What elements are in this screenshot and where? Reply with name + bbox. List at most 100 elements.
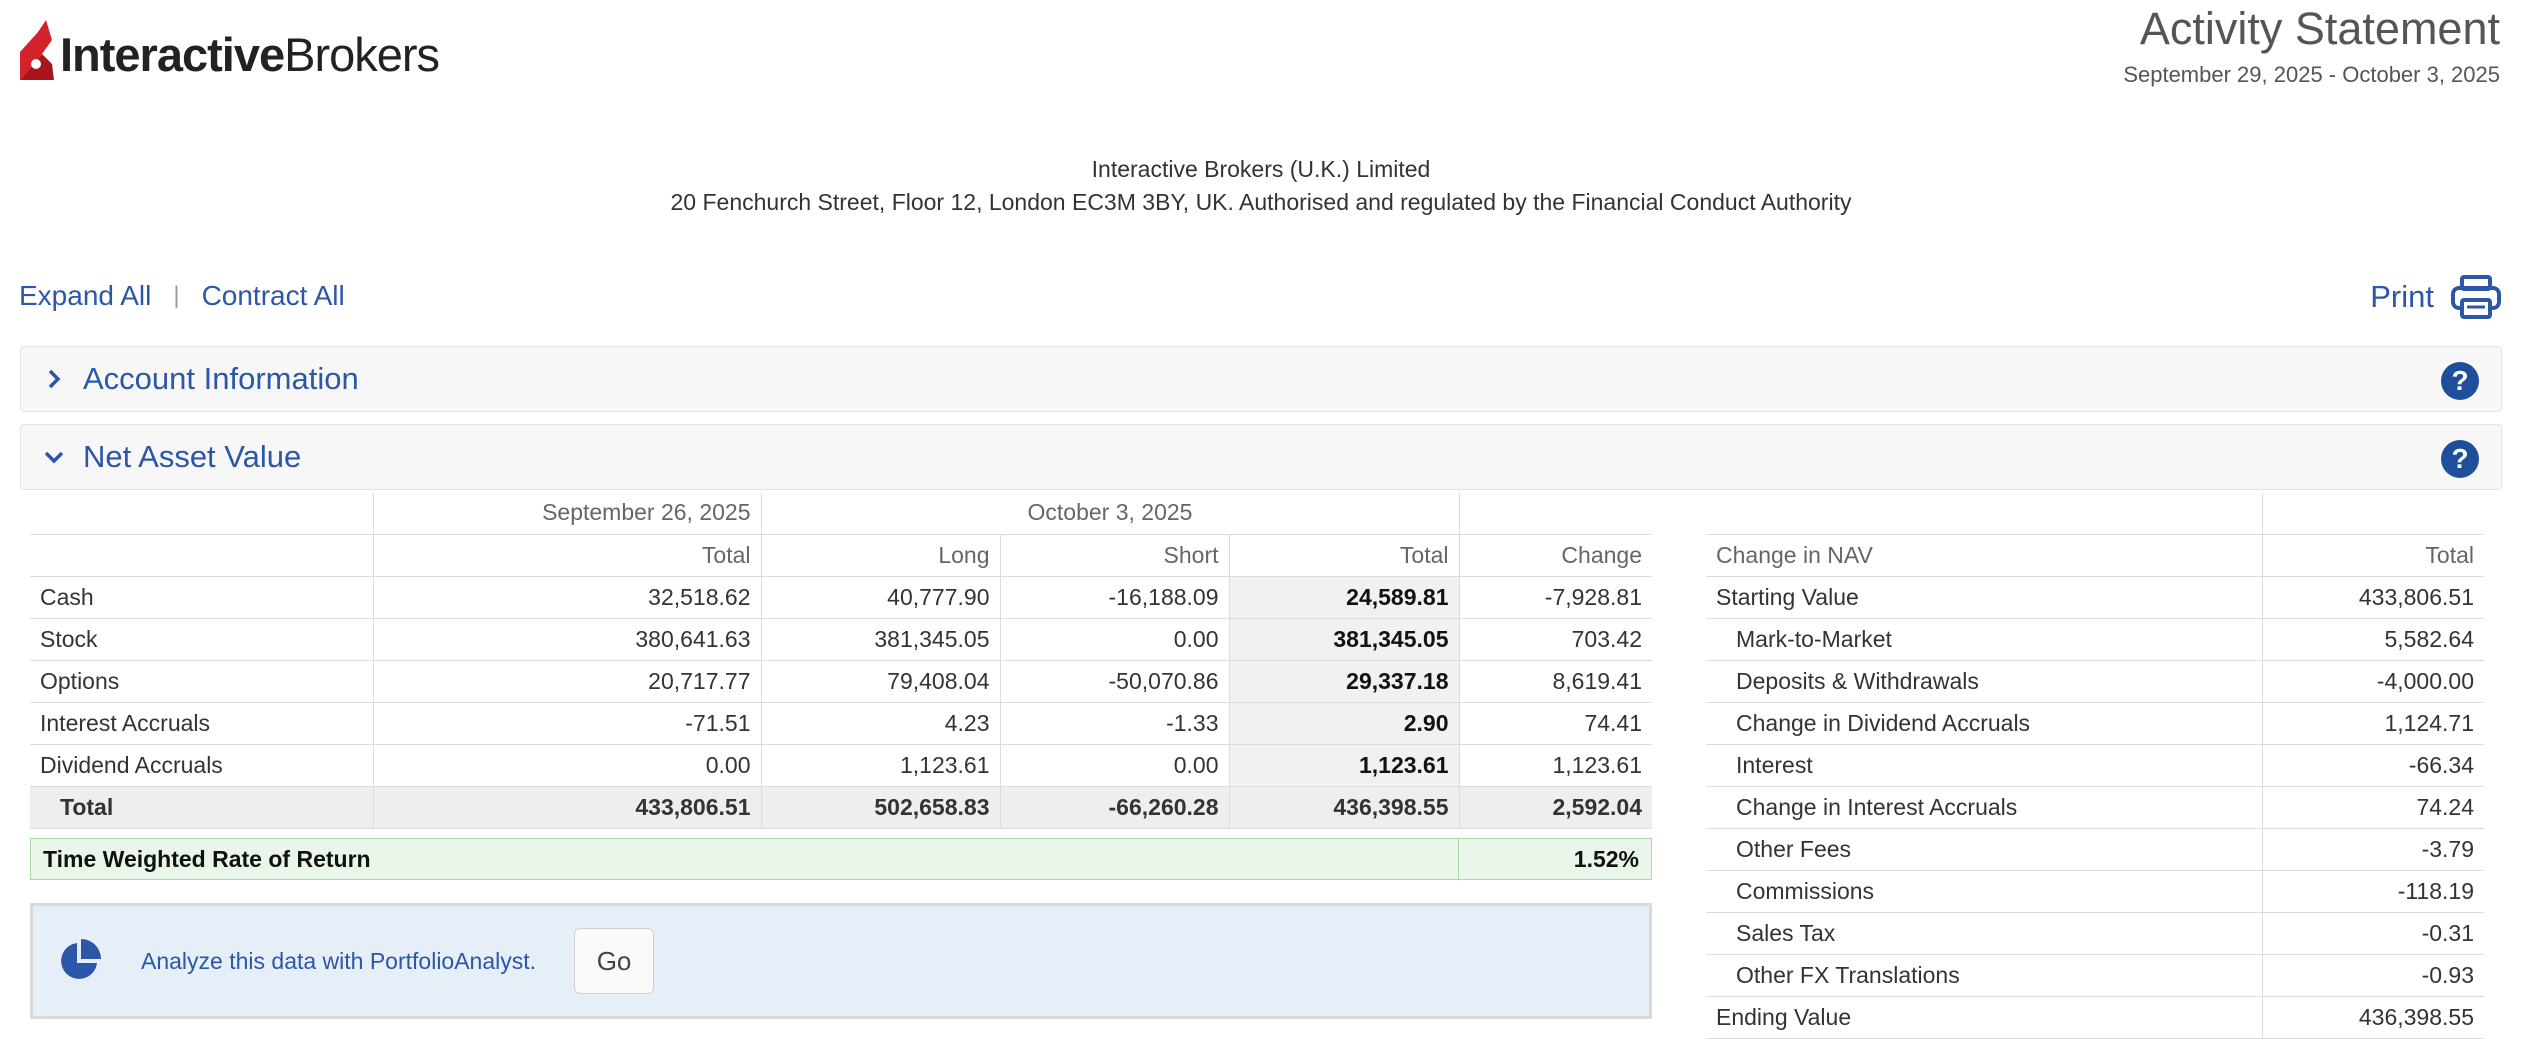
blank-header bbox=[1706, 492, 2262, 535]
row-value: 5,582.64 bbox=[2261, 618, 2484, 661]
change-cell: 74.41 bbox=[1458, 702, 1652, 745]
row-label: Change in Dividend Accruals bbox=[1706, 702, 2262, 745]
table-row: Ending Value 436,398.55 bbox=[1706, 996, 2484, 1039]
short-cell: -66,260.28 bbox=[999, 786, 1229, 829]
print-label: Print bbox=[2370, 279, 2434, 314]
expand-all-link[interactable]: Expand All bbox=[19, 280, 152, 311]
company-name: Interactive Brokers (U.K.) Limited bbox=[1091, 156, 1431, 182]
section-net-asset-value[interactable]: Net Asset Value ? bbox=[20, 424, 2502, 490]
analyze-text: Analyze this data with PortfolioAnalyst. bbox=[141, 947, 537, 974]
table-row: Starting Value 433,806.51 bbox=[1706, 576, 2484, 619]
change-cell: 1,123.61 bbox=[1458, 744, 1652, 787]
statement-period: September 29, 2025 - October 3, 2025 bbox=[2123, 62, 2500, 87]
change-cell: 2,592.04 bbox=[1458, 786, 1652, 829]
row-label: Other Fees bbox=[1706, 828, 2262, 871]
table-row: Mark-to-Market 5,582.64 bbox=[1706, 618, 2484, 661]
short-cell: -1.33 bbox=[999, 702, 1229, 745]
row-label: Cash bbox=[30, 576, 373, 619]
prior-total-cell: 32,518.62 bbox=[372, 576, 761, 619]
long-cell: 40,777.90 bbox=[760, 576, 1000, 619]
short-cell: -50,070.86 bbox=[999, 660, 1229, 703]
table-row: Commissions -118.19 bbox=[1706, 870, 2484, 913]
total-cell: 29,337.18 bbox=[1228, 660, 1459, 703]
long-cell: 4.23 bbox=[760, 702, 1000, 745]
table-row: Stock 380,641.63 381,345.05 0.00 381,345… bbox=[30, 618, 1652, 661]
column-header: Total bbox=[372, 534, 761, 577]
row-value: 433,806.51 bbox=[2261, 576, 2484, 619]
change-total-header: Total bbox=[2261, 534, 2484, 577]
row-value: -118.19 bbox=[2261, 870, 2484, 913]
nav-group-header-row: September 26, 2025 October 3, 2025 bbox=[30, 492, 1652, 535]
prior-total-cell: 20,717.77 bbox=[372, 660, 761, 703]
prior-total-cell: -71.51 bbox=[372, 702, 761, 745]
brand-name-thin: Brokers bbox=[284, 28, 440, 81]
section-account-information[interactable]: Account Information ? bbox=[20, 346, 2502, 412]
blank-header bbox=[30, 534, 373, 577]
column-header: Short bbox=[999, 534, 1229, 577]
row-value: 74.24 bbox=[2261, 786, 2484, 829]
total-row: Total 433,806.51 502,658.83 -66,260.28 4… bbox=[30, 786, 1652, 829]
row-label: Change in Interest Accruals bbox=[1706, 786, 2262, 829]
row-label: Starting Value bbox=[1706, 576, 2262, 619]
row-label: Interest bbox=[1706, 744, 2262, 787]
row-value: -66.34 bbox=[2261, 744, 2484, 787]
row-label: Mark-to-Market bbox=[1706, 618, 2262, 661]
row-value: -4,000.00 bbox=[2261, 660, 2484, 703]
twr-row: Time Weighted Rate of Return 1.52% bbox=[30, 838, 1652, 880]
pie-chart-icon bbox=[61, 939, 101, 979]
row-label: Ending Value bbox=[1706, 996, 2262, 1039]
table-row: Change in Dividend Accruals 1,124.71 bbox=[1706, 702, 2484, 745]
twr-value: 1.52% bbox=[1458, 839, 1651, 879]
row-label: Dividend Accruals bbox=[30, 744, 373, 787]
row-value: -0.31 bbox=[2261, 912, 2484, 955]
total-cell: 2.90 bbox=[1228, 702, 1459, 745]
long-cell: 381,345.05 bbox=[760, 618, 1000, 661]
row-label: Other FX Translations bbox=[1706, 954, 2262, 997]
company-address: 20 Fenchurch Street, Floor 12, London EC… bbox=[670, 189, 1852, 215]
total-cell: 24,589.81 bbox=[1228, 576, 1459, 619]
long-cell: 79,408.04 bbox=[760, 660, 1000, 703]
row-label: Stock bbox=[30, 618, 373, 661]
prior-total-cell: 380,641.63 bbox=[372, 618, 761, 661]
total-cell: 1,123.61 bbox=[1228, 744, 1459, 787]
help-icon[interactable]: ? bbox=[2441, 440, 2479, 478]
section-title: Net Asset Value bbox=[83, 439, 302, 474]
brand-logo[interactable]: InteractiveBrokers bbox=[18, 14, 440, 84]
column-header: Total bbox=[1228, 534, 1459, 577]
row-label: Total bbox=[30, 786, 373, 829]
expand-contract-controls: Expand All | Contract All bbox=[19, 280, 345, 312]
printer-icon bbox=[2451, 275, 2501, 319]
row-value: 436,398.55 bbox=[2261, 996, 2484, 1039]
flame-logo-icon bbox=[20, 20, 54, 80]
table-row: Options 20,717.77 79,408.04 -50,070.86 2… bbox=[30, 660, 1652, 703]
short-cell: 0.00 bbox=[999, 618, 1229, 661]
help-icon[interactable]: ? bbox=[2441, 362, 2479, 400]
table-row: Interest Accruals -71.51 4.23 -1.33 2.90… bbox=[30, 702, 1652, 745]
company-info: Interactive Brokers (U.K.) Limited 20 Fe… bbox=[0, 153, 2522, 219]
statement-title: Activity Statement bbox=[2139, 3, 2500, 54]
go-button[interactable]: Go bbox=[574, 928, 655, 994]
change-in-nav-table: Change in NAV Total Starting Value 433,80… bbox=[1706, 492, 2484, 1039]
table-row: Change in Interest Accruals 74.24 bbox=[1706, 786, 2484, 829]
current-date-header: October 3, 2025 bbox=[760, 492, 1459, 535]
table-row: Dividend Accruals 0.00 1,123.61 0.00 1,1… bbox=[30, 744, 1652, 787]
table-row: Sales Tax -0.31 bbox=[1706, 912, 2484, 955]
blank-header bbox=[30, 492, 373, 535]
row-value: -0.93 bbox=[2261, 954, 2484, 997]
long-cell: 1,123.61 bbox=[760, 744, 1000, 787]
change-in-nav-header: Change in NAV bbox=[1706, 534, 2262, 577]
print-button[interactable]: Print bbox=[2370, 274, 2502, 320]
twr-label: Time Weighted Rate of Return bbox=[43, 845, 371, 872]
blank-header-row bbox=[1706, 492, 2484, 535]
prior-date-header: September 26, 2025 bbox=[372, 492, 761, 535]
portfolio-analyst-banner: Analyze this data with PortfolioAnalyst.… bbox=[30, 903, 1652, 1019]
brand-name: InteractiveBrokers bbox=[60, 26, 440, 84]
change-cell: 703.42 bbox=[1458, 618, 1652, 661]
blank-header bbox=[1458, 492, 1652, 535]
table-row: Cash 32,518.62 40,777.90 -16,188.09 24,5… bbox=[30, 576, 1652, 619]
change-header-row: Change in NAV Total bbox=[1706, 534, 2484, 577]
row-label: Deposits & Withdrawals bbox=[1706, 660, 2262, 703]
prior-total-cell: 433,806.51 bbox=[372, 786, 761, 829]
chevron-right-icon bbox=[48, 369, 61, 389]
contract-all-link[interactable]: Contract All bbox=[201, 280, 345, 311]
